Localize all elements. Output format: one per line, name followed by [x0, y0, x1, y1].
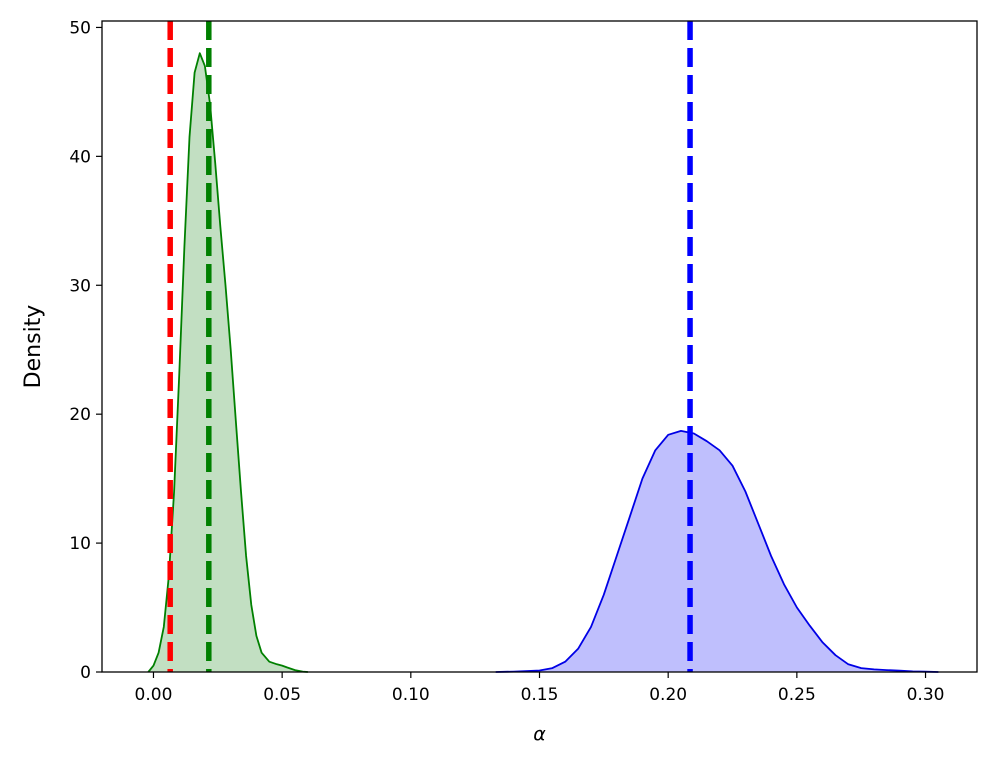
reference-lines — [167, 21, 693, 672]
y-tick-label: 0 — [80, 663, 91, 683]
y-axis-label: Density — [21, 305, 46, 389]
density-curve-2 — [495, 429, 939, 673]
y-tick-label: 20 — [69, 405, 91, 425]
density-curve-1 — [147, 52, 308, 673]
y-tick-label: 50 — [69, 18, 91, 38]
x-tick-label: 0.05 — [263, 685, 301, 705]
x-axis-label: α — [533, 723, 546, 745]
density-fill-1 — [148, 53, 308, 672]
x-tick-label: 0.30 — [907, 685, 945, 705]
x-tick-label: 0.10 — [392, 685, 430, 705]
density-lines — [147, 52, 939, 673]
y-tick-label: 10 — [69, 534, 91, 554]
y-axis-ticks: 0 10 20 30 40 50 — [69, 18, 102, 683]
density-fills — [148, 53, 939, 672]
x-tick-label: 0.25 — [778, 685, 816, 705]
density-fill-2 — [495, 430, 939, 672]
x-tick-label: 0.20 — [649, 685, 687, 705]
y-tick-label: 40 — [69, 147, 91, 167]
x-tick-label: 0.00 — [135, 685, 173, 705]
y-tick-label: 30 — [69, 276, 91, 296]
x-tick-label: 0.15 — [521, 685, 559, 705]
x-axis-ticks: 0.00 0.05 0.10 0.15 0.20 0.25 0.30 — [135, 672, 945, 705]
